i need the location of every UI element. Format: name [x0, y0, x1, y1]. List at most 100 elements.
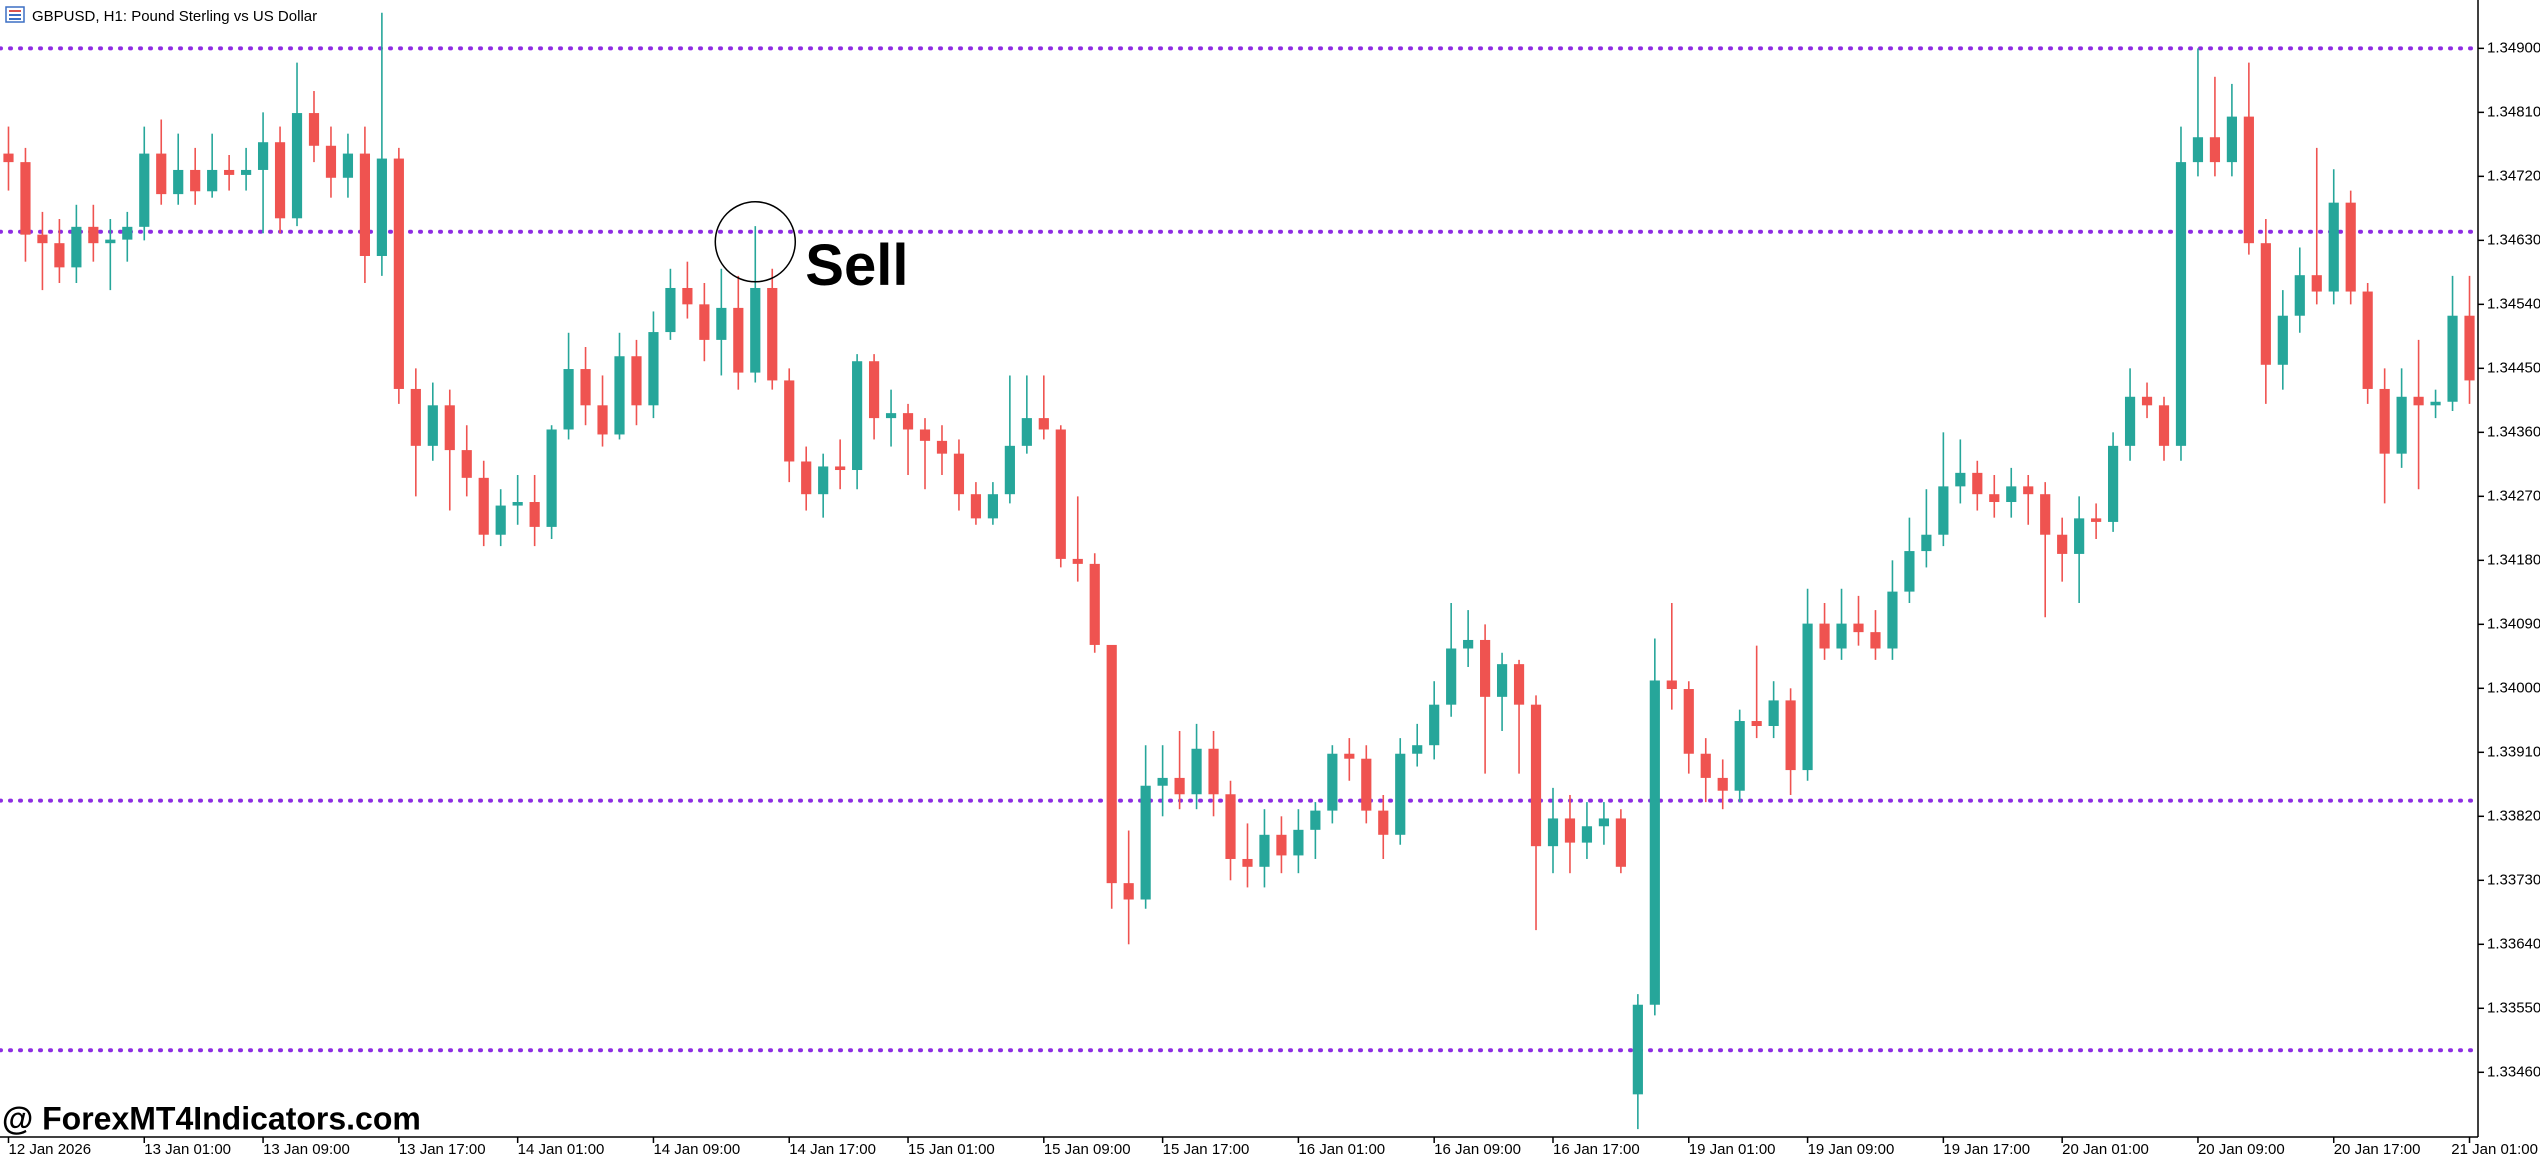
- candle-body: [2294, 275, 2305, 316]
- candle-body: [1089, 563, 1100, 645]
- candle-body: [1530, 704, 1542, 847]
- candle-body: [291, 113, 303, 219]
- candle-body: [716, 307, 727, 340]
- candle-body: [190, 169, 201, 192]
- candle-body: [1734, 721, 1745, 791]
- candle-body: [1259, 834, 1270, 867]
- candle-body: [241, 169, 252, 175]
- candle-body: [1615, 818, 1626, 867]
- y-tick-label: 1.34270: [2487, 487, 2540, 504]
- y-tick-label: 1.33730: [2487, 871, 2540, 888]
- plot-area: Sell: [0, 12, 2480, 1130]
- candle-body: [648, 332, 659, 406]
- candle-body: [2023, 486, 2034, 495]
- y-tick-label: 1.34810: [2487, 103, 2540, 120]
- y-tick-label: 1.34000: [2487, 679, 2540, 696]
- candle-body: [2396, 396, 2407, 454]
- candle-body: [224, 169, 235, 175]
- chart-icon: [5, 6, 25, 23]
- candle-body: [767, 287, 778, 381]
- candle-body: [1327, 753, 1338, 811]
- y-tick-label: 1.34450: [2487, 359, 2540, 376]
- candle-body: [393, 158, 404, 389]
- y-tick-label: 1.34630: [2487, 231, 2540, 248]
- candle-body: [274, 142, 286, 219]
- candle-body: [1768, 700, 1779, 727]
- chart-header: GBPUSD, H1: Pound Sterling vs US Dollar: [32, 8, 317, 25]
- candle-body: [444, 405, 455, 451]
- candle-body: [852, 361, 863, 471]
- candle-body: [1225, 794, 1236, 859]
- candle-body: [1887, 591, 1898, 649]
- candle-body: [1055, 429, 1066, 559]
- candle-body: [936, 440, 948, 454]
- y-tick-label: 1.34090: [2487, 615, 2540, 632]
- candle-body: [1344, 753, 1355, 759]
- candle-body: [665, 287, 676, 333]
- candle-body: [2243, 116, 2254, 244]
- candle-body: [512, 502, 523, 506]
- candle-body: [1446, 648, 1457, 705]
- candle-body: [2464, 315, 2475, 381]
- y-tick-label: 1.34900: [2487, 39, 2540, 56]
- candle-body: [2379, 388, 2390, 454]
- y-tick-label: 1.33820: [2487, 807, 2540, 824]
- x-tick-label: 13 Jan 17:00: [399, 1141, 486, 1158]
- x-tick-label: 20 Jan 17:00: [2334, 1141, 2421, 1158]
- x-tick-label: 16 Jan 01:00: [1298, 1141, 1385, 1158]
- candle-body: [597, 405, 608, 435]
- candle-body: [359, 153, 371, 256]
- candle-body: [818, 466, 829, 495]
- candle-body: [2447, 315, 2458, 402]
- candle-body: [2430, 401, 2441, 406]
- candle-body: [1106, 644, 1117, 884]
- x-tick-label: 15 Jan 01:00: [908, 1141, 995, 1158]
- y-tick-label: 1.33640: [2487, 935, 2540, 952]
- candle-body: [1072, 558, 1083, 564]
- candle-body: [1853, 623, 1864, 633]
- candle-body: [2006, 486, 2017, 503]
- candle-body: [461, 450, 472, 478]
- annotation-circle: [714, 201, 797, 283]
- candle-body: [20, 162, 31, 235]
- candle-body: [54, 243, 65, 268]
- candle-body: [257, 142, 269, 170]
- x-tick-label: 16 Jan 17:00: [1553, 1141, 1640, 1158]
- candle-body: [88, 226, 99, 244]
- candle-body: [1955, 472, 1966, 487]
- candle-body: [1021, 418, 1032, 446]
- candle-body: [71, 226, 82, 268]
- candle-body: [1463, 639, 1474, 649]
- candle-body: [2107, 445, 2119, 522]
- candle-body: [784, 380, 795, 462]
- candle-body: [342, 153, 354, 178]
- candle-body: [1649, 680, 1660, 1005]
- candle-body: [1378, 810, 1389, 835]
- candle-body: [1819, 623, 1830, 649]
- candle-body: [1938, 486, 1949, 535]
- candle-body: [1700, 753, 1711, 778]
- y-tick-label: 1.34720: [2487, 167, 2540, 184]
- x-tick-label: 19 Jan 17:00: [1943, 1141, 2030, 1158]
- candle-body: [2141, 396, 2153, 406]
- candle-body: [1547, 818, 1559, 847]
- candle-body: [2057, 534, 2068, 554]
- candle-body: [529, 502, 540, 527]
- candle-body: [1293, 829, 1304, 856]
- candle-body: [1683, 689, 1694, 754]
- y-tick-label: 1.34180: [2487, 551, 2540, 568]
- candle-body: [1395, 753, 1406, 835]
- x-tick-label: 19 Jan 09:00: [1808, 1141, 1895, 1158]
- candle-body: [1157, 777, 1168, 786]
- candle-body: [1870, 632, 1881, 649]
- candle-body: [2413, 396, 2424, 406]
- candle-body: [1921, 534, 1932, 552]
- candle-body: [1174, 777, 1185, 795]
- candle-body: [1802, 623, 1813, 771]
- y-tick-label: 1.33460: [2487, 1063, 2540, 1080]
- candle-body: [631, 356, 642, 406]
- candle-body: [2226, 116, 2237, 163]
- candle-body: [1191, 748, 1202, 795]
- candle-body: [308, 113, 320, 146]
